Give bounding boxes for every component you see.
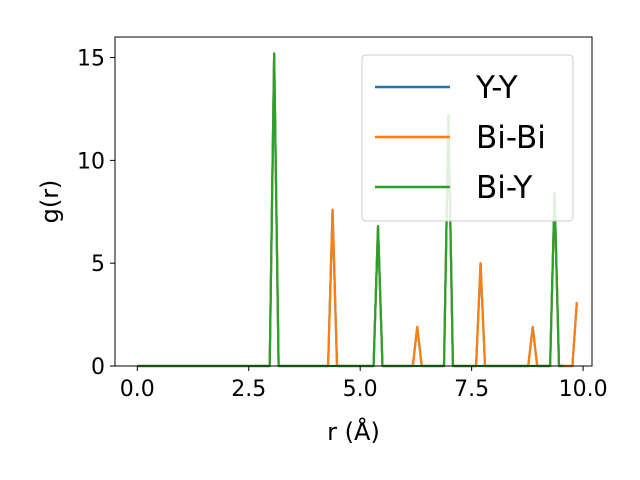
legend-label: Y-Y [475, 70, 518, 106]
x-tick-label: 2.5 [231, 377, 266, 402]
legend-entries: Y-Y Bi-Bi Bi-Y [375, 70, 546, 206]
x-tick-label: 7.5 [454, 377, 489, 402]
x-axis-label: r (Å) [327, 417, 380, 446]
legend-box [361, 54, 574, 222]
y-tick-label: 5 [91, 252, 105, 277]
x-tick-label: 0.0 [120, 377, 155, 402]
y-axis-label: g(r) [36, 180, 64, 224]
x-tick-label: 10.0 [559, 377, 608, 402]
y-axis: 0 5 10 15 [77, 47, 115, 380]
x-axis: 0.0 2.5 5.0 7.5 10.0 [120, 366, 608, 402]
legend-label: Bi-Bi [476, 120, 546, 156]
y-tick-label: 15 [77, 47, 105, 72]
x-tick-label: 5.0 [343, 377, 378, 402]
plot-frame [114, 36, 593, 367]
legend-label: Bi-Y [476, 170, 532, 206]
legend: Y-Y Bi-Bi Bi-Y [361, 54, 574, 222]
y-tick-label: 10 [77, 149, 105, 174]
y-tick-label: 0 [91, 355, 105, 380]
